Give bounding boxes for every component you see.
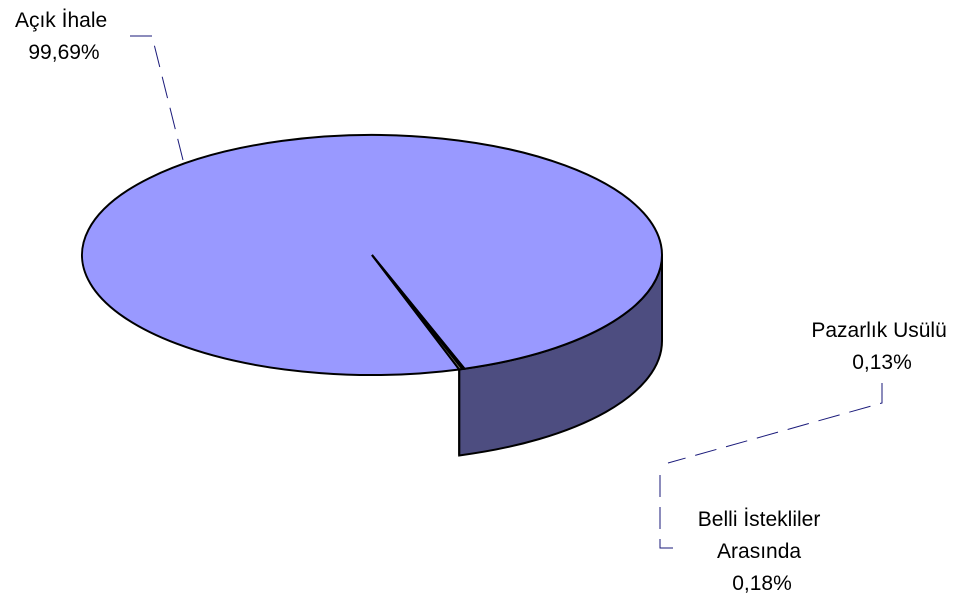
label-pazarlik-usulu-name: Pazarlık Usülü (811, 319, 946, 342)
label-belli-istekliler-name-1: Belli İstekliler (698, 508, 821, 531)
label-belli-istekliler: Belli İstekliler Arasında 0,18% (698, 508, 826, 595)
label-acik-ihale-value: 99,69% (28, 41, 99, 64)
leader-line-pazarlik-usulu (667, 383, 883, 464)
leader-line-belli-istekliler (659, 475, 680, 549)
pie-slice-belli-istekliler (371, 254, 465, 371)
leader-line-acik-ihale (130, 35, 184, 161)
label-belli-istekliler-value: 0,18% (732, 572, 792, 595)
label-acik-ihale: Açık İhale 99,69% (15, 9, 113, 64)
label-pazarlik-usulu: Pazarlık Usülü 0,13% (811, 319, 952, 374)
label-belli-istekliler-name-2: Arasında (717, 540, 801, 563)
label-acik-ihale-name: Açık İhale (15, 9, 107, 32)
label-pazarlik-usulu-value: 0,13% (852, 351, 912, 374)
